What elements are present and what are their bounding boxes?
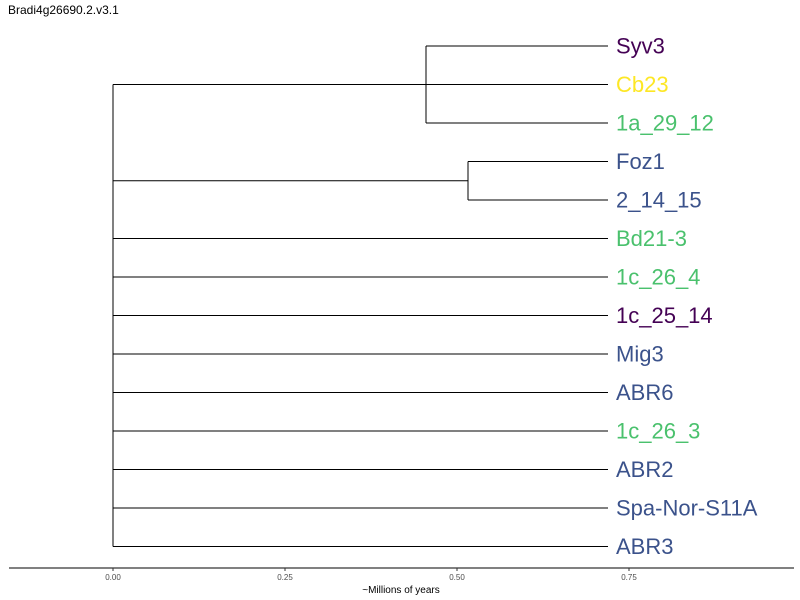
tree-branches [112, 45, 608, 547]
tip-label-bd21-3: Bd21-3 [616, 226, 687, 251]
tip-label-mig3: Mig3 [616, 342, 664, 367]
tip-label-1a-29-12: 1a_29_12 [616, 111, 714, 136]
x-axis: 0.00 0.25 0.50 0.75 ~Millions of years [9, 567, 794, 596]
tip-label-1c-26-4: 1c_26_4 [616, 265, 700, 290]
tip-label-cb23: Cb23 [616, 72, 669, 97]
x-axis-title: ~Millions of years [362, 585, 440, 596]
tip-label-1c-26-3: 1c_26_3 [616, 419, 700, 444]
tip-label-abr6: ABR6 [616, 380, 673, 405]
tip-label-foz1: Foz1 [616, 149, 665, 174]
x-tick-label: 0.50 [449, 573, 465, 582]
tip-label-spa-nor-s11a: Spa-Nor-S11A [616, 496, 758, 521]
tip-label-syv3: Syv3 [616, 34, 665, 59]
tree-tip-labels: Syv3 Cb23 1a_29_12 Foz1 2_14_15 Bd21-3 1c_26_4… [616, 34, 758, 560]
page-title: Bradi4g26690.2.v3.1 [8, 3, 119, 17]
x-tick-label: 0.25 [277, 573, 293, 582]
tip-label-2-14-15: 2_14_15 [616, 188, 702, 213]
tip-label-abr2: ABR2 [616, 457, 673, 482]
x-tick-label: 0.00 [105, 573, 121, 582]
x-tick-label: 0.75 [621, 573, 637, 582]
tip-label-abr3: ABR3 [616, 534, 673, 559]
tip-label-1c-25-14: 1c_25_14 [616, 303, 713, 328]
